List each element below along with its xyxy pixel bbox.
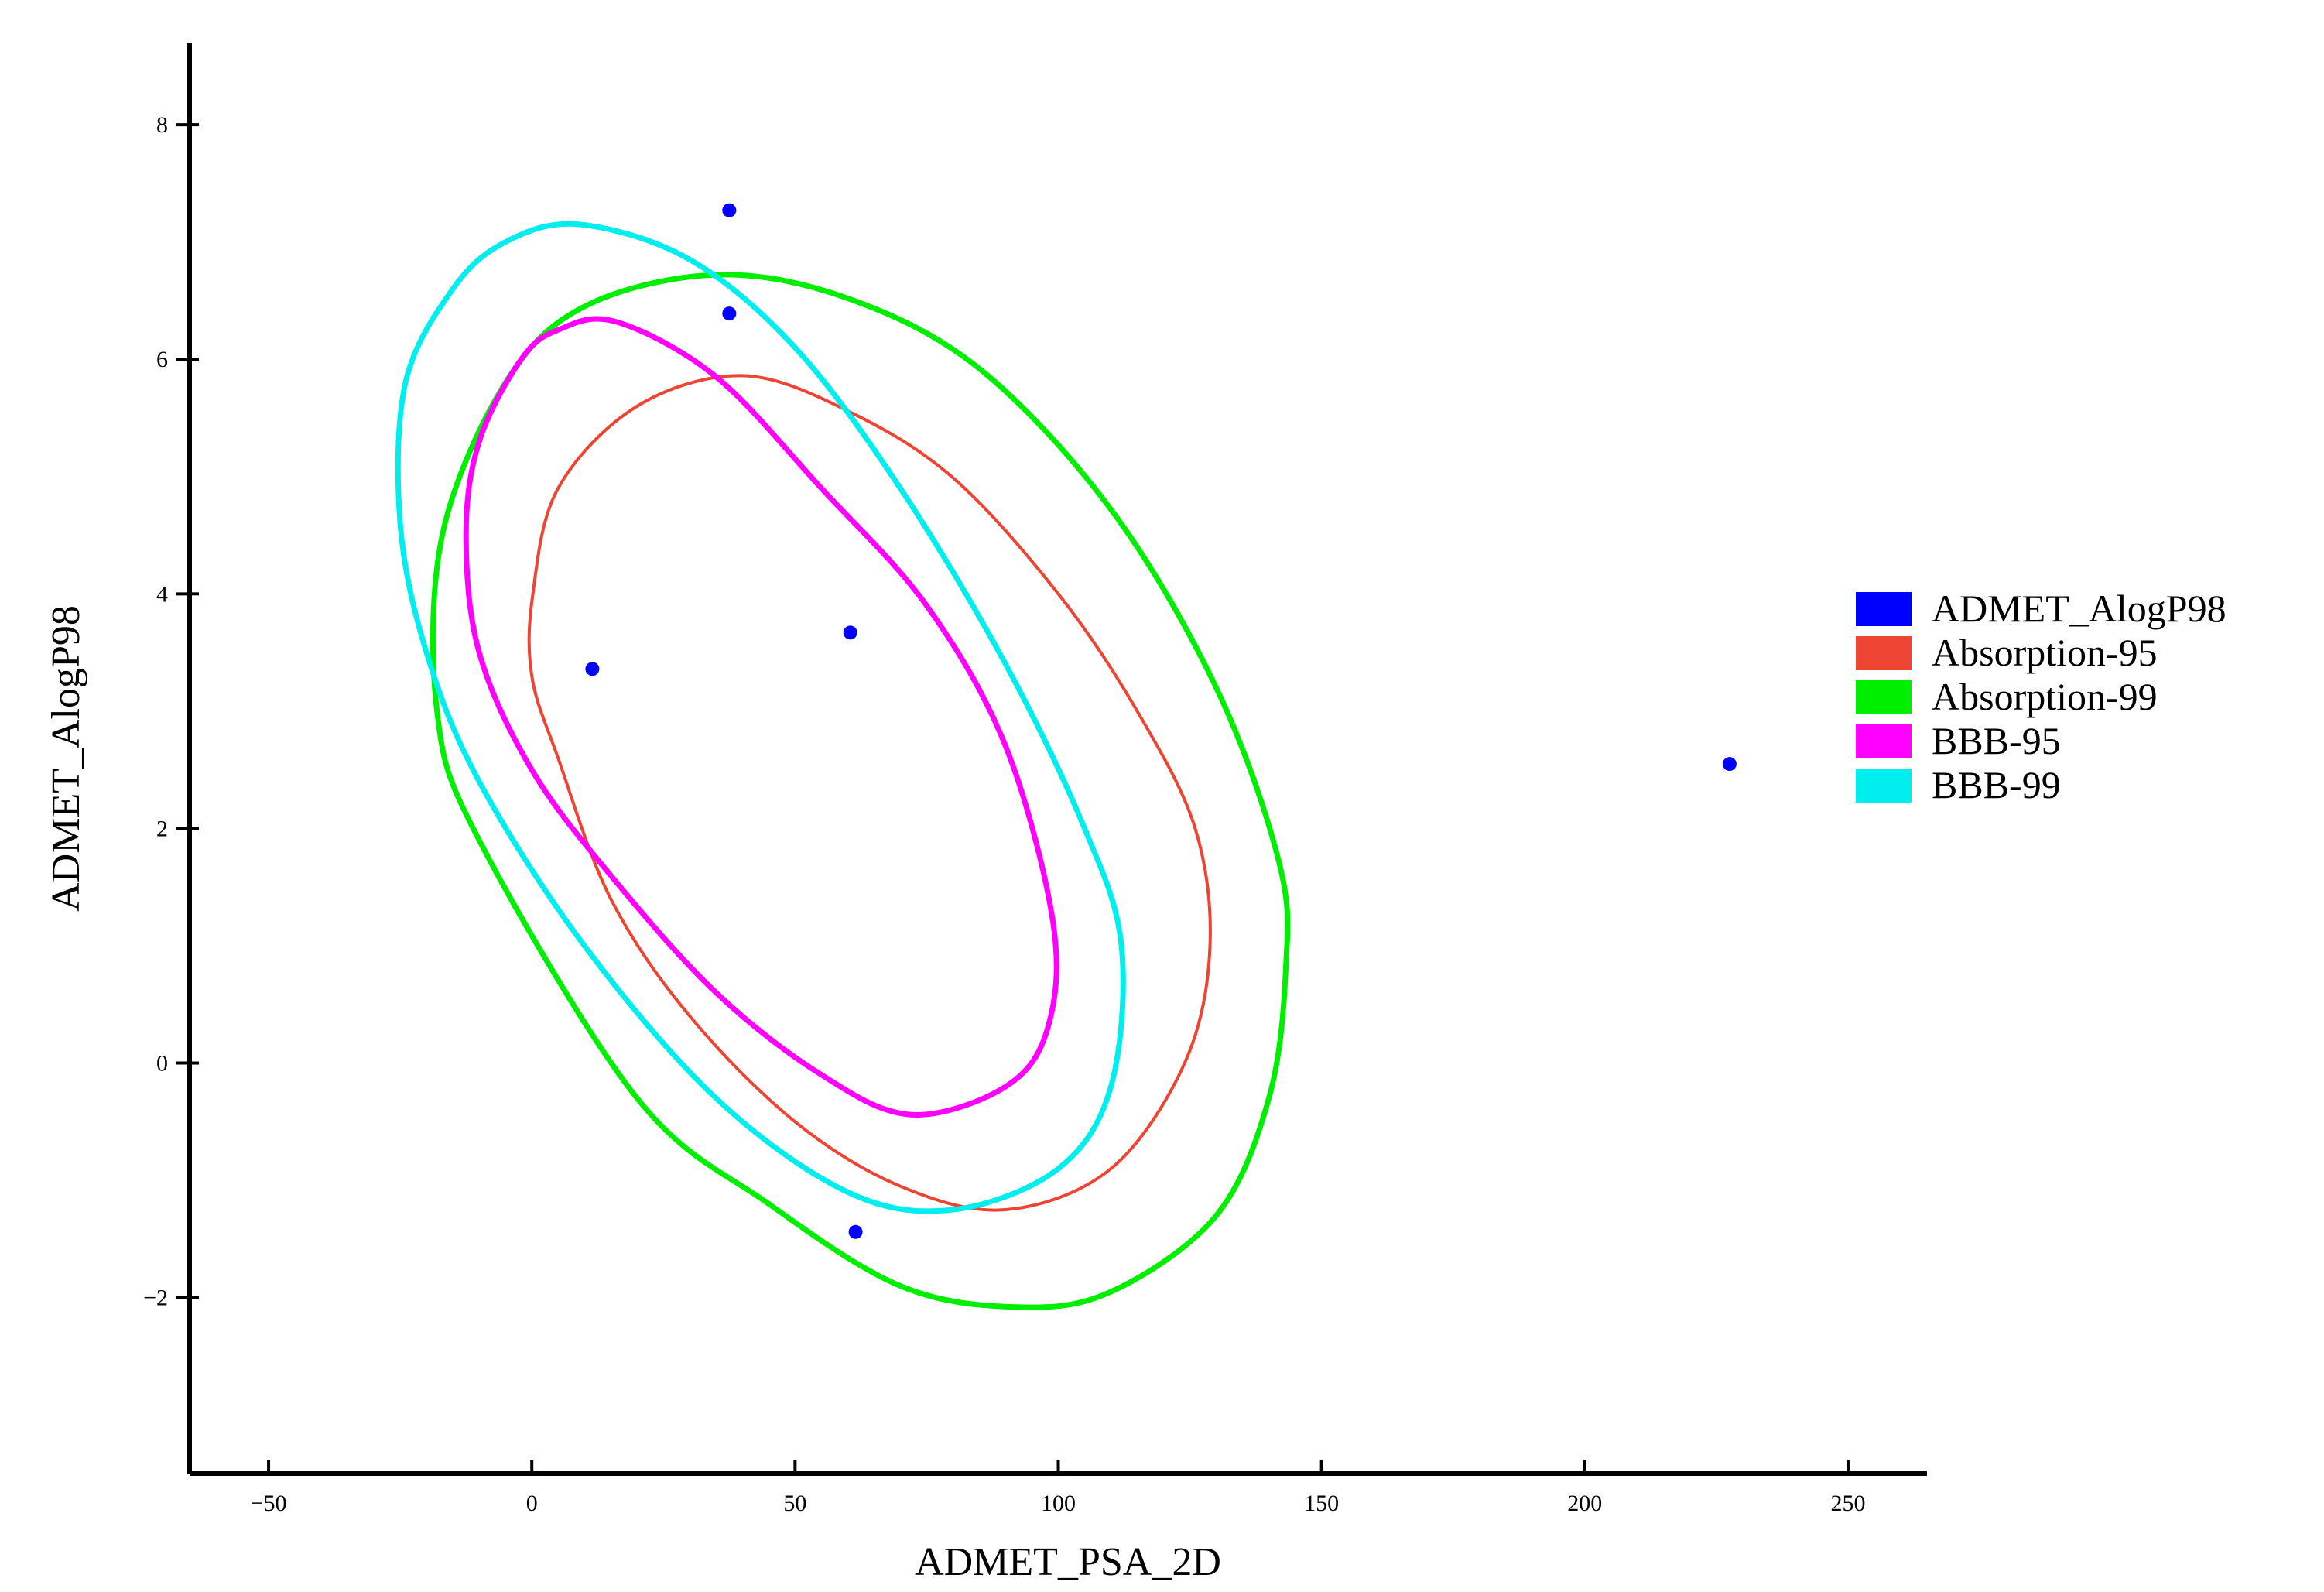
legend-swatch-bbb-99	[1856, 769, 1912, 803]
confidence-ellipses	[395, 221, 1291, 1310]
y-tick-label: 4	[156, 581, 168, 607]
bbb-99-ellipse	[395, 221, 1126, 1214]
legend-swatch-absorption-95	[1856, 636, 1912, 670]
legend-label-absorption-99: Absorption-99	[1932, 675, 2158, 718]
data-point	[843, 625, 857, 640]
x-axis-title: ADMET_PSA_2D	[915, 1540, 1221, 1584]
y-tick-label: 0	[156, 1051, 168, 1077]
x-tick-label: 250	[1830, 1491, 1865, 1516]
y-axis-title: ADMET_AlogP98	[44, 605, 88, 912]
legend-label-absorption-95: Absorption-95	[1932, 631, 2158, 674]
legend: ADMET_AlogP98Absorption-95Absorption-99B…	[1856, 587, 2226, 806]
x-tick-label: 200	[1567, 1491, 1602, 1516]
legend-swatch-admet-alogp98	[1856, 592, 1912, 626]
legend-label-bbb-99: BBB-99	[1932, 763, 2061, 806]
y-tick-label: 6	[156, 347, 168, 372]
legend-swatch-absorption-99	[1856, 680, 1912, 714]
data-point	[722, 306, 737, 321]
x-tick-label: 0	[526, 1491, 538, 1516]
x-tick-label: 100	[1041, 1491, 1076, 1516]
y-tick-label: 8	[156, 112, 168, 138]
legend-label-admet-alogp98: ADMET_AlogP98	[1932, 587, 2226, 630]
absorption-95-ellipse	[527, 374, 1212, 1212]
data-points	[585, 203, 1737, 1239]
legend-swatch-bbb-95	[1856, 724, 1912, 758]
y-ticks: −2 0 2 4 6 8	[143, 112, 199, 1311]
bbb-95-ellipse	[463, 316, 1059, 1118]
x-tick-label: 150	[1304, 1491, 1339, 1516]
data-point	[722, 203, 737, 217]
x-ticks: −50 0 50 100 150 200 250	[251, 1460, 1865, 1516]
data-point	[848, 1224, 863, 1239]
x-tick-label: 50	[783, 1491, 806, 1516]
data-point	[585, 662, 600, 676]
absorption-99-ellipse	[430, 272, 1291, 1310]
data-point	[1722, 757, 1737, 772]
x-tick-label: −50	[251, 1491, 287, 1516]
y-tick-label: 2	[156, 816, 168, 841]
y-tick-label: −2	[143, 1286, 168, 1311]
legend-label-bbb-95: BBB-95	[1932, 719, 2061, 762]
